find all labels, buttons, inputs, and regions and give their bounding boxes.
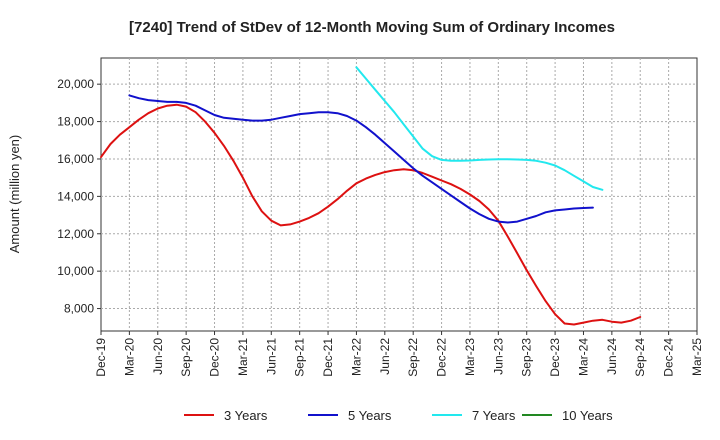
x-tick-label: Jun-23 [491,338,505,375]
x-tick-label: Sep-24 [633,338,647,377]
x-tick-label: Sep-22 [406,338,420,377]
series-line-5-years [128,94,594,224]
x-tick-label: Dec-22 [435,338,449,377]
legend-label: 10 Years [562,408,613,423]
y-tick-label: 18,000 [57,115,94,129]
grid-lines [101,58,697,331]
x-tick-label: Dec-24 [662,338,676,377]
x-tick-label: Mar-24 [576,338,590,376]
y-tick-label: 8,000 [64,302,94,316]
legend-label: 5 Years [348,408,392,423]
x-tick-label: Sep-21 [293,338,307,377]
x-tick-label: Jun-24 [605,338,619,375]
legend-label: 7 Years [472,408,516,423]
y-tick-label: 12,000 [57,227,94,241]
x-axis-ticks: Dec-19 Mar-20 Jun-20 Sep-20 Dec-20 Mar-21 Jun-… [94,331,704,377]
x-tick-label: Mar-23 [463,338,477,376]
y-tick-label: 20,000 [57,77,94,91]
x-tick-label: Mar-22 [349,338,363,376]
x-tick-label: Sep-20 [179,338,193,377]
chart-title: [7240] Trend of StDev of 12-Month Moving… [129,19,615,36]
series-line-7-years [355,66,604,191]
y-axis-label: Amount (million yen) [7,135,22,254]
legend: 3 Years 5 Years 7 Years 10 Years [184,408,613,423]
y-tick-label: 10,000 [57,264,94,278]
x-tick-label: Jun-22 [378,338,392,375]
x-tick-label: Mar-21 [236,338,250,376]
x-tick-label: Dec-20 [208,338,222,377]
legend-label: 3 Years [224,408,268,423]
plot-area [100,57,698,332]
x-tick-label: Jun-20 [151,338,165,375]
y-tick-label: 14,000 [57,189,94,203]
series-line-3-years [100,103,642,326]
y-tick-label: 16,000 [57,152,94,166]
x-tick-label: Dec-23 [548,338,562,377]
x-tick-label: Sep-23 [520,338,534,377]
x-tick-label: Mar-20 [122,338,136,376]
x-tick-label: Mar-25 [690,338,704,376]
x-tick-label: Jun-21 [264,338,278,375]
y-axis-ticks: 8,000 10,000 12,000 14,000 16,000 18,000 20,00… [57,77,101,316]
series-lines [100,66,642,326]
x-tick-label: Dec-19 [94,338,108,377]
x-tick-label: Dec-21 [321,338,335,377]
